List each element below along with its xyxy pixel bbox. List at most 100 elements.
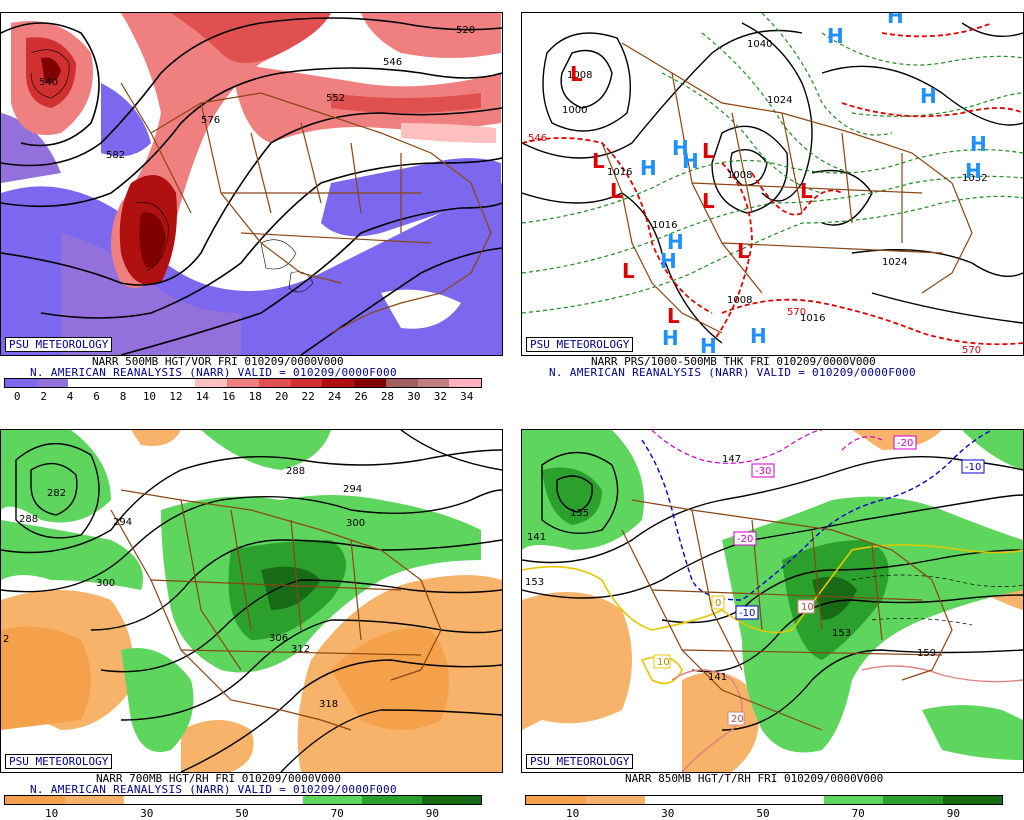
temperature-label: -20 — [897, 438, 913, 449]
colorbar-swatch — [290, 379, 323, 387]
high-pressure-marker: H — [965, 159, 982, 183]
psu-meteorology-logo: PSU METEOROLOGY — [5, 754, 113, 769]
colorbar-swatch — [421, 796, 481, 804]
psu-meteorology-logo: PSU METEOROLOGY — [526, 754, 634, 769]
thickness-label: 570 — [787, 307, 806, 318]
panel-caption: NARR PRS/1000-500MB THK FRI 010209/0000V… — [591, 355, 876, 368]
temperature-label: 0 — [715, 598, 721, 609]
temperature-label: 20 — [731, 714, 744, 725]
contour-label: 582 — [106, 150, 125, 161]
high-pressure-marker: H — [887, 13, 904, 28]
panel-caption: NARR 850MB HGT/T/RH FRI 010209/0000V000 — [625, 772, 884, 785]
high-pressure-marker: H — [700, 334, 717, 355]
high-pressure-marker: H — [827, 24, 844, 48]
colorbar-swatch — [5, 379, 37, 387]
low-pressure-marker: L — [702, 139, 715, 163]
panel-caption: NARR 700MB HGT/RH FRI 010209/0000V000 — [96, 772, 342, 785]
height-label: 294 — [113, 517, 132, 528]
thickness-label: 546 — [528, 133, 547, 144]
temperature-label: -10 — [739, 608, 755, 619]
thickness-label: 570 — [962, 345, 981, 355]
colorbar-label: 20 — [275, 390, 289, 403]
colorbar-swatch — [942, 796, 1002, 804]
psu-meteorology-logo: PSU METEOROLOGY — [5, 337, 113, 352]
isobar-label: 1040 — [747, 39, 772, 50]
low-pressure-marker: L — [570, 62, 583, 86]
colorbar-label: 26 — [354, 390, 368, 403]
rh-colorbar — [4, 795, 482, 805]
height-label: 318 — [319, 699, 338, 710]
colorbar-label: 32 — [433, 390, 447, 403]
panel-850mb-temp-rh: 135 141 147 153 153 159 141 -30 -20 -20 … — [521, 429, 1024, 820]
colorbar-swatch — [645, 796, 705, 804]
map-500mb-vorticity: 540 528 582 552 576 546 PSU METEOROLOGY — [0, 12, 503, 356]
height-label: 135 — [570, 508, 589, 519]
colorbar-swatch — [195, 379, 228, 387]
colorbar-label: 50 — [235, 807, 249, 820]
isobar-label: 1008 — [567, 70, 592, 81]
colorbar-swatch — [36, 379, 69, 387]
colorbar-label: 16 — [222, 390, 236, 403]
height-label: 141 — [527, 532, 546, 543]
colorbar-swatch — [5, 796, 65, 804]
colorbar-label: 28 — [380, 390, 395, 403]
colorbar-swatch — [417, 379, 450, 387]
colorbar-swatch — [227, 379, 259, 387]
contour-label: 552 — [326, 93, 345, 104]
low-pressure-marker: L — [610, 179, 623, 203]
height-label: 159 — [917, 648, 936, 659]
high-pressure-marker: H — [750, 324, 767, 348]
low-pressure-marker: L — [800, 179, 813, 203]
isobar-label: 1016 — [652, 220, 677, 231]
isobar-label: 1016 — [607, 167, 632, 178]
height-label: 153 — [832, 628, 851, 639]
high-pressure-marker: H — [640, 156, 657, 180]
colorbar-label: 8 — [119, 390, 127, 403]
isobar-label: 1016 — [800, 313, 825, 324]
colorbar-swatch — [704, 796, 764, 804]
colorbar-label: 4 — [66, 390, 74, 403]
isobar-label: 1008 — [727, 170, 752, 181]
colorbar-swatch — [449, 379, 482, 387]
colorbar-swatch — [526, 796, 586, 804]
low-pressure-marker: L — [667, 304, 680, 328]
psu-meteorology-logo: PSU METEOROLOGY — [526, 337, 634, 352]
isobar-label: 1024 — [767, 95, 792, 106]
rh-colorbar-labels: 10 30 50 70 90 — [4, 807, 480, 820]
colorbar-label: 18 — [248, 390, 262, 403]
colorbar-swatch — [100, 379, 132, 387]
panel-valid-caption: N. AMERICAN REANALYSIS (NARR) VALID = 01… — [30, 783, 397, 796]
panel-700mb-rh: 282 288 294 288 294 300 300 306 312 318 … — [0, 429, 503, 820]
height-label: 288 — [286, 466, 305, 477]
panel-sea-level-pressure-thickness: 1000 1008 1016 1024 1040 1008 1016 1024 … — [521, 12, 1024, 402]
low-pressure-marker: L — [592, 149, 605, 173]
colorbar-swatch — [362, 796, 422, 804]
colorbar-swatch — [243, 796, 303, 804]
high-pressure-marker: H — [672, 136, 689, 160]
panel-valid-caption: N. AMERICAN REANALYSIS (NARR) VALID = 01… — [30, 366, 397, 379]
temperature-label: 10 — [657, 657, 670, 668]
colorbar-label: 22 — [301, 390, 315, 403]
temperature-label: -10 — [965, 462, 981, 473]
vorticity-colorbar — [4, 378, 482, 388]
height-label: 306 — [269, 633, 288, 644]
height-label: 141 — [708, 672, 727, 683]
colorbar-swatch — [131, 379, 164, 387]
colorbar-label: 10 — [142, 390, 157, 403]
contour-label: 576 — [201, 115, 220, 126]
colorbar-label: 0 — [13, 390, 21, 403]
height-label: 147 — [722, 454, 741, 465]
temperature-label: -20 — [737, 534, 753, 545]
isobar-label: 1024 — [882, 257, 907, 268]
contour-label: 546 — [383, 57, 402, 68]
vorticity-colorbar-labels: 0 2 4 6 8 10 12 14 16 18 20 22 24 26 28 30 32 34 — [4, 390, 480, 403]
colorbar-swatch — [258, 379, 291, 387]
colorbar-label: 2 — [40, 390, 47, 403]
height-label: 288 — [19, 514, 38, 525]
temperature-label: -30 — [755, 466, 771, 477]
colorbar-swatch — [883, 796, 943, 804]
colorbar-swatch — [68, 379, 101, 387]
colorbar-swatch — [322, 379, 355, 387]
height-label: 300 — [96, 578, 115, 589]
colorbar-label: 6 — [93, 390, 100, 403]
